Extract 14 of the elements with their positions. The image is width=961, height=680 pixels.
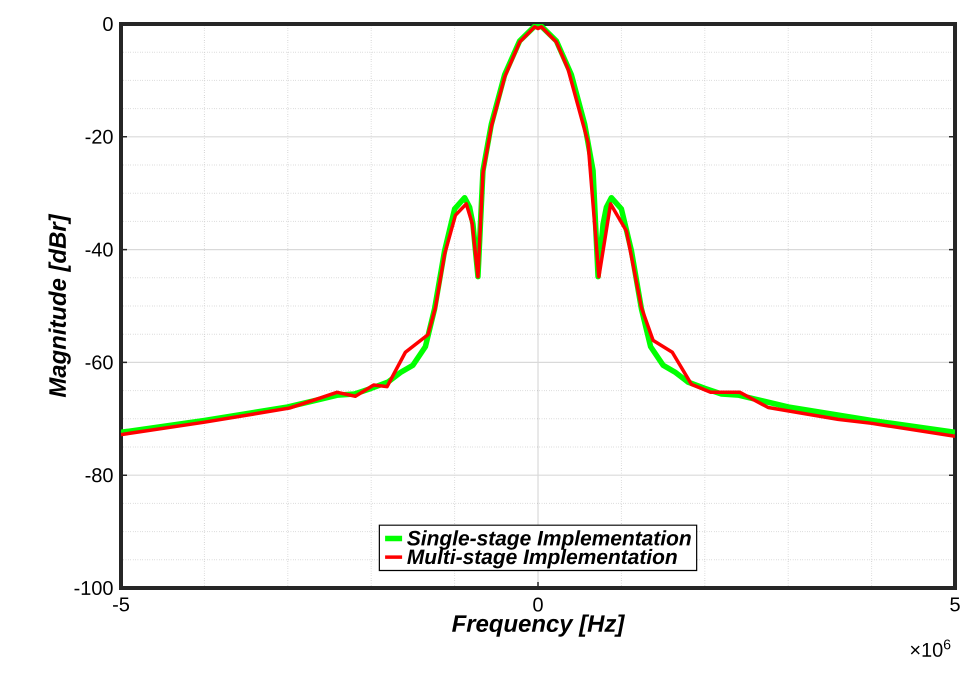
x-axis-title: Frequency [Hz] (452, 614, 625, 637)
y-tick-label: -20 (86, 130, 113, 144)
legend-label: Multi-stage Implementation (407, 548, 677, 568)
y-tick-label: 0 (103, 16, 113, 32)
y-tick-label: -40 (86, 242, 113, 257)
x-tick-label: -5 (113, 598, 130, 612)
x-tick-label: 5 (950, 598, 960, 612)
y-tick-label: -60 (86, 355, 113, 370)
text: ×10$^{6}$ (910, 639, 950, 657)
x-tick-label: 0 (533, 598, 543, 612)
y-tick-label: -100 (74, 580, 113, 596)
legend-label: Single-stage Implementation (407, 530, 691, 550)
y-tick-label: -80 (86, 468, 113, 482)
y-axis-title: Magnitude [dBr] (48, 214, 71, 398)
